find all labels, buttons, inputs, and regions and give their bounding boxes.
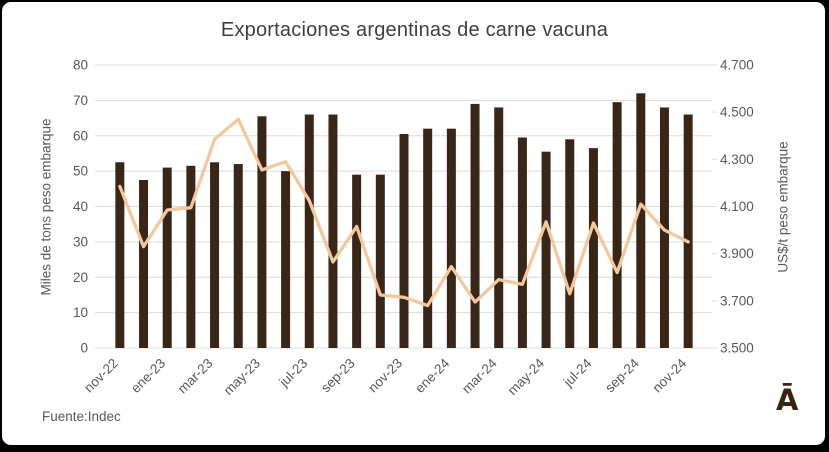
right-axis-title: US$/t peso embarque [775,141,791,273]
bar-ene-24 [446,128,456,348]
bar-oct-23 [375,174,385,348]
x-axis-tick-label: ene-24 [412,355,453,396]
bar-mar-24 [494,107,504,348]
bar-ago-24 [612,102,622,348]
right-axis-tick-label: 3.500 [720,341,754,356]
x-axis-tick-label: may-23 [221,356,263,398]
bar-may-23 [257,116,267,348]
bar-sep-24 [636,93,646,348]
right-axis-tick-label: 4.100 [720,199,754,214]
bar-dic-22 [139,179,149,348]
left-axis-tick-label: 50 [73,164,88,179]
bar-nov-24 [683,114,693,349]
x-axis-tick-label: may-24 [505,355,548,398]
bar-nov-22 [115,162,125,348]
bar-jul-24 [588,148,598,348]
left-axis-tick-label: 60 [73,128,88,143]
bar-sep-23 [352,174,362,348]
bar-abr-24 [517,137,527,348]
bar-ago-23 [328,114,338,349]
bar-feb-23 [186,165,196,348]
right-axis-tick-label: 3.900 [720,246,754,261]
bar-abr-23 [233,164,243,348]
brand-logo: Ā [776,383,799,417]
left-axis-tick-label: 40 [73,199,88,214]
bar-ene-23 [162,167,172,348]
bar-jun-24 [565,139,575,348]
bar-jun-23 [281,171,291,348]
left-axis-tick-label: 30 [73,234,88,249]
left-axis-tick-label: 20 [73,270,88,285]
x-axis-tick-label: jul-23 [276,356,311,391]
x-axis-tick-label: ene-23 [128,356,168,396]
bar-feb-24 [470,103,480,348]
x-axis-tick-label: mar-24 [459,355,500,396]
bar-nov-23 [399,133,409,348]
left-axis-tick-label: 80 [73,58,88,73]
x-axis-tick-label: mar-23 [175,356,216,397]
bar-mar-23 [210,162,220,348]
x-axis-tick-label: nov-23 [365,356,405,396]
left-axis-tick-label: 0 [80,341,88,356]
x-axis-tick-label: jul-24 [560,355,595,390]
right-axis-tick-label: 3.700 [720,293,754,308]
x-axis-tick-label: sep-23 [318,356,358,396]
left-axis-tick-label: 70 [73,93,88,108]
x-axis-tick-label: sep-24 [602,355,642,395]
x-axis-tick-label: nov-22 [81,356,121,396]
left-axis-title: Miles de tons peso embarque [38,118,54,296]
source-note: Fuente:Indec [42,409,121,424]
right-axis-tick-label: 4.300 [720,152,754,167]
right-axis-tick-label: 4.500 [720,105,754,120]
chart-title: Exportaciones argentinas de carne vacuna [220,19,609,41]
x-axis-tick-label: nov-24 [649,355,689,395]
bar-jul-23 [304,114,314,349]
bar-dic-23 [423,128,433,348]
bar-may-24 [541,151,551,348]
price-line [118,117,690,308]
left-axis-tick-label: 10 [73,305,88,320]
right-axis-tick-label: 4.700 [720,58,754,73]
